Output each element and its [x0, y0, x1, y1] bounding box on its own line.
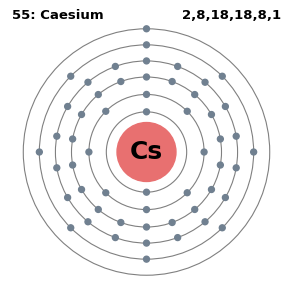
Circle shape [209, 187, 214, 193]
Circle shape [65, 103, 71, 109]
Circle shape [233, 133, 239, 139]
Circle shape [209, 112, 214, 118]
Circle shape [175, 64, 180, 69]
Circle shape [233, 165, 239, 171]
Circle shape [95, 206, 101, 212]
Circle shape [79, 187, 84, 193]
Circle shape [113, 235, 118, 241]
Circle shape [202, 79, 208, 85]
Circle shape [201, 149, 207, 155]
Circle shape [103, 190, 109, 196]
Text: Cs: Cs [130, 140, 163, 164]
Circle shape [118, 79, 124, 85]
Circle shape [169, 79, 175, 85]
Circle shape [144, 224, 149, 230]
Circle shape [169, 220, 175, 225]
Circle shape [184, 108, 190, 114]
Circle shape [54, 165, 60, 171]
Circle shape [144, 42, 149, 48]
Text: 55: Caesium: 55: Caesium [12, 9, 103, 22]
Circle shape [222, 103, 228, 109]
Circle shape [144, 109, 149, 115]
Circle shape [222, 195, 228, 200]
Circle shape [202, 219, 208, 225]
Circle shape [79, 112, 84, 118]
Circle shape [70, 136, 76, 142]
Circle shape [95, 92, 101, 98]
Circle shape [219, 225, 225, 231]
Circle shape [144, 74, 149, 80]
Text: 2,8,18,18,8,1: 2,8,18,18,8,1 [182, 9, 281, 22]
Circle shape [251, 149, 257, 155]
Circle shape [192, 92, 198, 98]
Circle shape [175, 235, 180, 241]
Circle shape [144, 58, 149, 64]
Circle shape [54, 133, 60, 139]
Circle shape [68, 225, 74, 231]
Circle shape [86, 149, 92, 155]
Circle shape [144, 207, 149, 213]
Circle shape [192, 206, 198, 212]
Circle shape [65, 195, 71, 200]
Circle shape [113, 64, 118, 69]
Circle shape [103, 108, 109, 114]
Circle shape [85, 79, 91, 85]
Circle shape [144, 26, 149, 32]
Circle shape [144, 189, 149, 195]
Circle shape [144, 256, 149, 262]
Circle shape [217, 136, 223, 142]
Circle shape [144, 92, 149, 98]
Circle shape [68, 73, 74, 79]
Circle shape [36, 149, 42, 155]
Circle shape [70, 162, 76, 168]
Circle shape [118, 220, 124, 225]
Circle shape [219, 73, 225, 79]
Circle shape [184, 190, 190, 196]
Circle shape [117, 122, 176, 182]
Circle shape [217, 162, 223, 168]
Circle shape [85, 219, 91, 225]
Circle shape [144, 240, 149, 246]
